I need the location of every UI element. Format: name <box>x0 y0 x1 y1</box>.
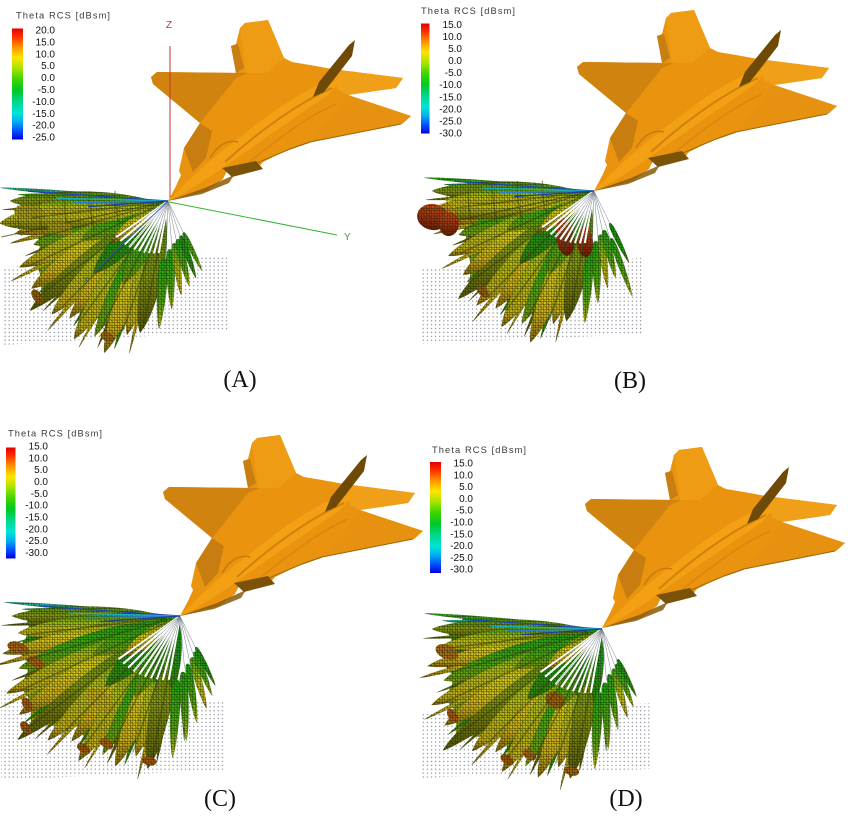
svg-text:0.0: 0.0 <box>34 477 48 488</box>
svg-text:15.0: 15.0 <box>36 37 56 48</box>
svg-text:5.0: 5.0 <box>448 44 462 55</box>
svg-text:(B): (B) <box>614 368 646 394</box>
svg-text:5.0: 5.0 <box>34 465 48 476</box>
svg-text:-15.0: -15.0 <box>439 92 462 103</box>
svg-text:15.0: 15.0 <box>454 459 474 470</box>
svg-text:-25.0: -25.0 <box>32 133 55 144</box>
svg-text:-25.0: -25.0 <box>25 536 48 547</box>
svg-text:10.0: 10.0 <box>29 453 49 464</box>
svg-text:-30.0: -30.0 <box>439 128 462 139</box>
svg-text:10.0: 10.0 <box>443 32 463 43</box>
svg-text:-10.0: -10.0 <box>439 80 462 91</box>
svg-text:-5.0: -5.0 <box>445 68 463 79</box>
svg-text:5.0: 5.0 <box>459 482 473 493</box>
svg-text:(D): (D) <box>609 786 642 812</box>
svg-text:-20.0: -20.0 <box>439 104 462 115</box>
svg-text:15.0: 15.0 <box>29 442 49 453</box>
svg-text:20.0: 20.0 <box>36 26 56 37</box>
svg-text:-15.0: -15.0 <box>25 513 48 524</box>
svg-text:-15.0: -15.0 <box>32 109 55 120</box>
svg-text:-20.0: -20.0 <box>450 541 473 552</box>
svg-text:-30.0: -30.0 <box>25 548 48 559</box>
svg-text:0.0: 0.0 <box>448 56 462 67</box>
svg-text:Y: Y <box>344 232 351 243</box>
svg-text:15.0: 15.0 <box>443 20 463 31</box>
svg-text:(A): (A) <box>223 367 256 393</box>
svg-text:Theta RCS [dBsm]: Theta RCS [dBsm] <box>421 6 516 16</box>
svg-text:-30.0: -30.0 <box>450 565 473 576</box>
svg-text:Theta RCS [dBsm]: Theta RCS [dBsm] <box>16 11 111 21</box>
svg-text:(C): (C) <box>204 786 236 812</box>
svg-text:-20.0: -20.0 <box>32 121 55 132</box>
svg-text:0.0: 0.0 <box>459 494 473 505</box>
svg-text:5.0: 5.0 <box>41 61 55 72</box>
svg-text:-10.0: -10.0 <box>32 97 55 108</box>
svg-text:0.0: 0.0 <box>41 73 55 84</box>
svg-text:Theta RCS [dBsm]: Theta RCS [dBsm] <box>432 445 527 455</box>
svg-text:-5.0: -5.0 <box>38 85 56 96</box>
svg-text:-25.0: -25.0 <box>450 553 473 564</box>
svg-text:-10.0: -10.0 <box>25 501 48 512</box>
svg-text:-5.0: -5.0 <box>456 506 474 517</box>
svg-text:10.0: 10.0 <box>36 49 56 60</box>
svg-text:-15.0: -15.0 <box>450 529 473 540</box>
svg-text:10.0: 10.0 <box>454 470 474 481</box>
svg-text:-10.0: -10.0 <box>450 518 473 529</box>
svg-text:Z: Z <box>166 20 172 31</box>
svg-text:x: x <box>84 274 89 284</box>
svg-text:-5.0: -5.0 <box>31 489 49 500</box>
svg-text:-25.0: -25.0 <box>439 116 462 127</box>
svg-text:-20.0: -20.0 <box>25 524 48 535</box>
svg-text:Theta RCS [dBsm]: Theta RCS [dBsm] <box>8 429 103 439</box>
